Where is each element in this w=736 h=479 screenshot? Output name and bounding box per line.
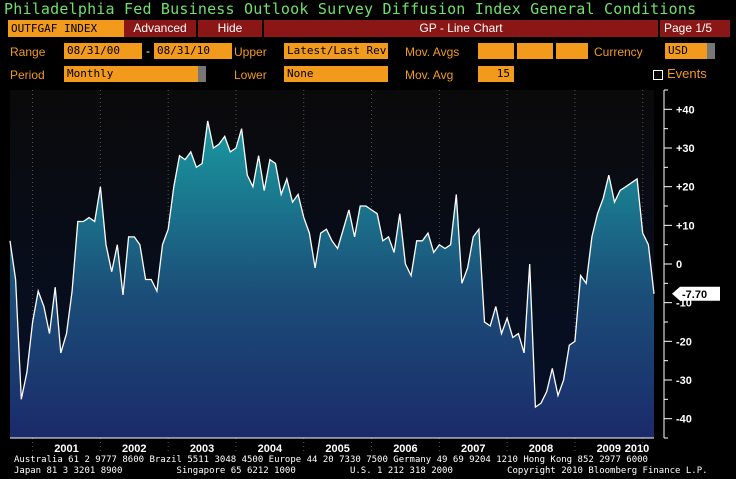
y-tick-label: -20 (676, 336, 692, 348)
upper-select[interactable]: Latest/Last Rev (284, 43, 388, 59)
y-axis: +40+30+20+100-10-20-30-40 (663, 89, 695, 439)
last-value-marker: -7.70 (672, 286, 720, 301)
y-tick-label: +10 (676, 220, 695, 232)
footer-line-1: Australia 61 2 9777 8600 Brazil 5511 304… (14, 455, 648, 465)
mov-avg-input[interactable]: 15 (478, 66, 514, 82)
chart-type-label: GP - Line Chart (264, 20, 658, 37)
x-tick-label: 2009 (597, 443, 621, 454)
currency-label: Currency (594, 45, 643, 59)
ticker-field[interactable]: OUTFGAF INDEX (8, 20, 128, 37)
x-tick-label: 2002 (122, 443, 146, 454)
y-tick-label: -30 (676, 375, 692, 387)
y-tick-label: -40 (676, 414, 692, 426)
mov-avg-2-input[interactable] (517, 43, 553, 59)
hide-tab[interactable]: Hide (198, 20, 262, 37)
y-tick-label: +40 (676, 104, 695, 116)
x-tick-label: 2007 (461, 443, 485, 454)
mov-avg-label: Mov. Avg (405, 68, 454, 82)
x-axis: 2001 2002 2003 2004 2005 2006 2007 2008 2009 2010 (10, 437, 654, 454)
x-tick-label: 2008 (529, 443, 553, 454)
x-tick-label: 2005 (325, 443, 349, 454)
events-checkbox[interactable] (653, 69, 663, 80)
last-value-badge (672, 286, 720, 301)
series-area (10, 120, 654, 439)
mov-avg-3-input[interactable] (556, 43, 588, 59)
events-label: Events (667, 66, 707, 81)
period-select[interactable]: Monthly (64, 66, 206, 82)
y-tick-label: 0 (676, 259, 682, 271)
lower-label: Lower (234, 68, 267, 82)
period-label: Period (10, 68, 45, 82)
toolbar: OUTFGAF INDEX Advanced Hide GP - Line Ch… (0, 20, 736, 38)
x-tick-label: 2001 (54, 443, 78, 454)
page-indicator[interactable]: Page 1/5 (660, 20, 730, 37)
y-tick-label: +20 (676, 182, 695, 194)
mov-avg-1-input[interactable] (478, 43, 514, 59)
range-end-input[interactable]: 08/31/10 (154, 43, 232, 59)
x-tick-label: 2010 (625, 443, 649, 454)
last-value-label: -7.70 (682, 289, 707, 301)
events-toggle[interactable]: Events (653, 66, 707, 81)
x-tick-label: 2004 (258, 443, 283, 454)
page-title: Philadelphia Fed Business Outlook Survey… (4, 0, 697, 18)
upper-label: Upper (234, 45, 267, 59)
line-chart: +40+30+20+100-10-20-30-40 2001 2002 2003 20… (9, 89, 720, 454)
x-tick-label: 2006 (393, 443, 417, 454)
y-tick-label: +30 (676, 143, 695, 155)
range-dash: - (146, 44, 150, 58)
lower-select[interactable]: None (284, 66, 388, 82)
series-line (9, 120, 655, 409)
mov-avgs-label: Mov. Avgs (405, 45, 460, 59)
range-start-input[interactable]: 08/31/00 (64, 43, 142, 59)
advanced-tab[interactable]: Advanced (124, 20, 196, 37)
currency-select[interactable]: USD (665, 43, 715, 59)
x-tick-label: 2003 (190, 443, 214, 454)
range-label: Range (10, 45, 46, 59)
footer-line-2: Japan 81 3 3201 8900 Singapore 65 6212 1… (14, 466, 708, 476)
